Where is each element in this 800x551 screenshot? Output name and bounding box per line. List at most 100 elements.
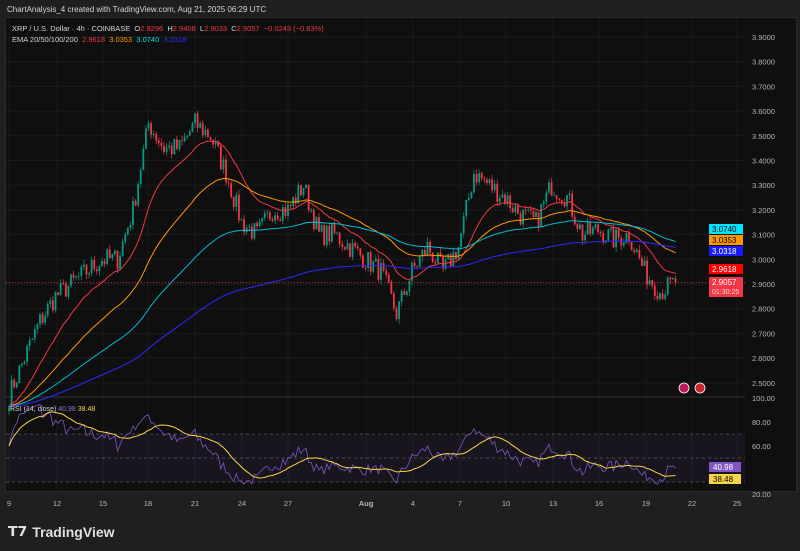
candle-body — [560, 200, 563, 203]
candle-body — [176, 139, 178, 150]
price-tick-label: 3.9000 — [752, 33, 775, 42]
candle-body — [656, 295, 659, 300]
candle-body — [390, 282, 393, 294]
candle-body — [31, 338, 34, 341]
candle-body — [90, 260, 93, 274]
candle-body — [222, 159, 225, 170]
candle-body — [13, 379, 16, 388]
candle-body — [41, 314, 44, 323]
candle-body — [328, 225, 331, 242]
change-value: −0.0243 (−0.83%) — [263, 24, 324, 33]
candle-body — [478, 173, 481, 183]
time-tick-label: 16 — [595, 499, 603, 508]
candle-body — [346, 243, 349, 250]
candle-body — [26, 346, 28, 362]
candle-body — [436, 252, 439, 264]
candle-body — [550, 182, 553, 196]
candle-body — [615, 229, 617, 248]
close-value: 2.9057 — [236, 24, 260, 33]
candle-body — [452, 251, 455, 266]
candle-body — [576, 224, 579, 229]
candle-body — [253, 223, 256, 239]
candle-body — [341, 243, 344, 247]
candle-body — [566, 195, 568, 207]
candle-body — [201, 122, 204, 136]
ema50-tag: 3.0353 — [712, 236, 737, 245]
candle-body — [646, 260, 648, 285]
rsi-ma-tag: 38.48 — [713, 475, 734, 484]
time-tick-label: 4 — [411, 499, 415, 508]
candle-body — [457, 247, 460, 260]
candle-body — [374, 258, 377, 262]
candle-body — [300, 184, 302, 196]
open-label: O — [134, 24, 141, 33]
candle-body — [506, 195, 509, 205]
candle-body — [524, 210, 527, 211]
brand-name: TradingView — [32, 523, 115, 540]
candle-body — [395, 308, 398, 320]
chart-credit: ChartAnalysis_4 created with TradingView… — [7, 5, 267, 14]
candle-body — [18, 365, 21, 384]
candle-body — [191, 123, 194, 132]
rsi-label[interactable]: RSI (14, close) — [10, 406, 57, 413]
candle-body — [589, 221, 592, 234]
ema200-value: 3.0318 — [163, 35, 187, 44]
candle-body — [111, 254, 114, 259]
candle-body — [555, 195, 558, 199]
price-tick-label: 3.0000 — [752, 255, 775, 264]
candle-body — [173, 139, 176, 155]
candle-body — [186, 135, 189, 137]
candle-body — [93, 260, 96, 270]
candle-body — [455, 251, 457, 260]
rsi-ma-value: 38.48 — [77, 406, 96, 413]
candle-body — [108, 249, 111, 259]
candle-body — [227, 182, 230, 184]
candle-body — [238, 194, 240, 221]
candle-body — [635, 249, 638, 253]
open-value: 2.9296 — [140, 24, 164, 33]
time-tick-label: 19 — [642, 499, 650, 508]
price-tick-label: 3.1000 — [752, 231, 775, 240]
candle-body — [289, 204, 292, 207]
candle-body — [88, 273, 90, 275]
ema100-value: 3.0740 — [136, 35, 160, 44]
candle-body — [447, 254, 450, 260]
candle-body — [403, 291, 406, 295]
candle-body — [517, 205, 519, 214]
ema-label[interactable]: EMA 20/50/100/200 — [12, 35, 78, 44]
chart-panel[interactable] — [5, 17, 797, 492]
event-flag-icon — [694, 382, 706, 394]
rsi-ma-tag-bg — [709, 474, 741, 484]
candle-body — [351, 243, 354, 257]
time-tick-label: 27 — [284, 499, 292, 508]
candles — [8, 111, 677, 415]
price-tick-label: 3.2000 — [752, 206, 775, 215]
candle-body — [157, 140, 160, 143]
candle-body — [537, 212, 540, 227]
candle-body — [103, 260, 106, 264]
symbol-label[interactable]: XRP / U.S. Dollar · 4h · COINBASE — [12, 24, 131, 33]
candle-body — [607, 229, 610, 241]
candle-body — [240, 219, 243, 221]
candle-body — [147, 123, 150, 129]
candle-body — [170, 145, 173, 155]
candle-body — [418, 256, 421, 267]
candle-body — [398, 301, 400, 320]
candle-body — [586, 221, 589, 235]
candle-body — [139, 170, 142, 185]
candle-body — [486, 179, 488, 183]
candle-body — [369, 252, 372, 272]
candle-body — [70, 274, 72, 286]
candle-body — [188, 131, 191, 136]
price-tick-label: 3.7000 — [752, 82, 775, 91]
candle-body — [194, 113, 196, 124]
candle-body — [155, 133, 158, 141]
time-tick-label: 22 — [688, 499, 696, 508]
candle-body — [271, 219, 274, 221]
ema20-line — [8, 140, 676, 407]
high-value: 2.9408 — [172, 24, 196, 33]
candle-body — [163, 145, 165, 152]
last-price-tag: 2.9057 — [712, 278, 737, 287]
ema50-value: 3.0353 — [109, 35, 133, 44]
